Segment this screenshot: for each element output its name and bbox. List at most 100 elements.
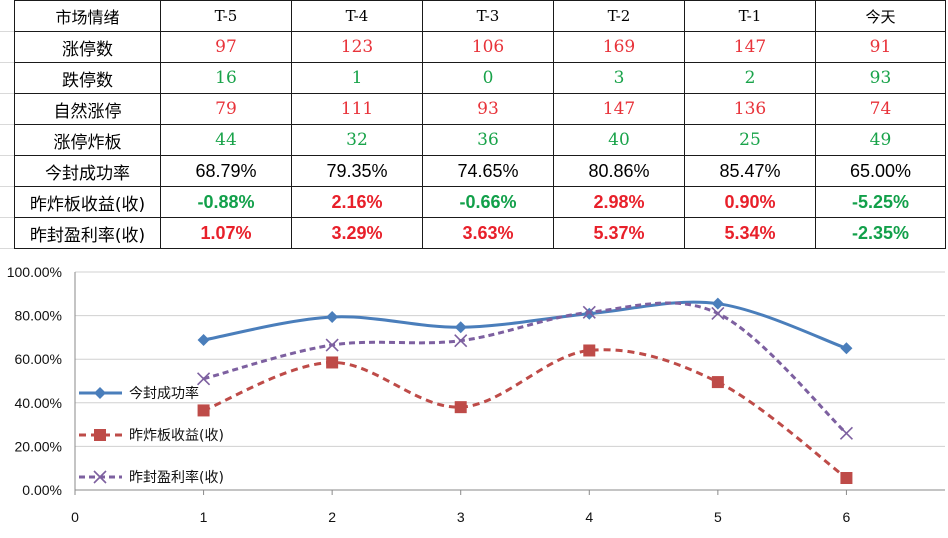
- table-cell: 36: [422, 124, 554, 156]
- legend-label-2: 昨炸板收益(收): [129, 428, 224, 444]
- data-point-series-2: [711, 376, 724, 389]
- row-label: 自然涨停: [14, 93, 161, 125]
- data-point-series-2: [454, 401, 467, 414]
- y-tick-label: 40.00%: [15, 395, 62, 411]
- table-cell: 123: [291, 31, 423, 63]
- table-cell: 97: [160, 31, 292, 63]
- line-chart-svg: 0.00% 20.00% 40.00% 60.00% 80.00% 100.00% 0 1 2 3…: [7, 264, 945, 525]
- legend-marker-3: [93, 470, 107, 484]
- data-point-series-3: [711, 306, 725, 320]
- y-tick-label: 60.00%: [15, 351, 62, 367]
- market-sentiment-table-area: 市场情绪 T-5 T-4 T-3 T-2 T-1 今天 涨停数 97 123 106 169 147 91…: [0, 0, 948, 250]
- table-cell: 0: [422, 62, 554, 94]
- table-row: 涨停炸板 44 32 36 40 25 49: [14, 124, 946, 156]
- market-sentiment-table: 市场情绪 T-5 T-4 T-3 T-2 T-1 今天 涨停数 97 123 106 169 147 91…: [14, 0, 946, 249]
- row-label: 涨停数: [14, 31, 161, 63]
- data-point-series-2: [197, 404, 210, 417]
- table-cell: 111: [291, 93, 423, 125]
- table-cell: 5.37%: [553, 217, 685, 249]
- data-point-series-2: [840, 472, 853, 485]
- table-cell: 79.35%: [291, 155, 423, 187]
- table-cell: 3.29%: [291, 217, 423, 249]
- table-cell: 93: [422, 93, 554, 125]
- table-cell: 49: [815, 124, 946, 156]
- sheet-gridline: [0, 93, 14, 94]
- table-cell: -5.25%: [815, 186, 946, 218]
- legend-marker-1: [94, 387, 106, 399]
- table-cell: 0.90%: [684, 186, 816, 218]
- x-tick-label: 4: [585, 509, 593, 525]
- data-point-series-3: [325, 338, 339, 352]
- table-cell: 65.00%: [815, 155, 946, 187]
- x-tick-label: 3: [457, 509, 465, 525]
- table-cell: 40: [553, 124, 685, 156]
- table-cell: 1.07%: [160, 217, 292, 249]
- data-point-series-1: [840, 342, 853, 355]
- row-label: 昨炸板收益(收): [14, 186, 161, 218]
- data-point-series-2: [326, 356, 339, 369]
- table-row: 自然涨停 79 111 93 147 136 74: [14, 93, 946, 125]
- column-header: T-2: [553, 0, 685, 32]
- table-cell: 1: [291, 62, 423, 94]
- table-cell: 2.98%: [553, 186, 685, 218]
- table-cell: 80.86%: [553, 155, 685, 187]
- table-header-row: 市场情绪 T-5 T-4 T-3 T-2 T-1 今天: [14, 0, 946, 32]
- series-line-3: [203, 301, 848, 435]
- data-point-series-3: [839, 426, 853, 440]
- table-cell: 44: [160, 124, 292, 156]
- column-header: T-1: [684, 0, 816, 32]
- table-cell: 3: [553, 62, 685, 94]
- table-row: 昨封盈利率(收) 1.07% 3.29% 3.63% 5.37% 5.34% -2.35%: [14, 217, 946, 249]
- y-tick-label: 20.00%: [15, 438, 62, 454]
- data-point-series-3: [454, 334, 468, 348]
- table-cell: 85.47%: [684, 155, 816, 187]
- x-tick-label: 2: [328, 509, 336, 525]
- column-header: T-5: [160, 0, 292, 32]
- x-tick-label: 5: [714, 509, 722, 525]
- table-cell: 169: [553, 31, 685, 63]
- sheet-gridline: [0, 62, 14, 63]
- data-point-series-1: [454, 321, 467, 334]
- table-cell: 93: [815, 62, 946, 94]
- data-point-series-3: [582, 305, 596, 319]
- table-cell: 136: [684, 93, 816, 125]
- table-cell: 68.79%: [160, 155, 292, 187]
- sheet-gridline: [0, 186, 14, 187]
- table-cell: 147: [684, 31, 816, 63]
- table-cell: 16: [160, 62, 292, 94]
- line-chart: 0.00% 20.00% 40.00% 60.00% 80.00% 100.00% 0 1 2 3…: [0, 256, 948, 538]
- y-tick-label: 80.00%: [15, 308, 62, 324]
- table-cell: 74: [815, 93, 946, 125]
- series-line-2: [203, 348, 848, 480]
- row-label: 昨封盈利率(收): [14, 217, 161, 249]
- data-point-series-1: [326, 311, 339, 324]
- y-tick-label: 100.00%: [7, 264, 62, 280]
- column-header: 今天: [815, 0, 946, 32]
- data-point-series-3: [197, 372, 211, 386]
- sheet-gridline: [0, 155, 14, 156]
- row-label: 今封成功率: [14, 155, 161, 187]
- x-tick-label: 0: [71, 509, 79, 525]
- table-row: 今封成功率 68.79% 79.35% 74.65% 80.86% 85.47% 65.00…: [14, 155, 946, 187]
- table-cell: 91: [815, 31, 946, 63]
- legend-label-3: 昨封盈利率(收): [129, 469, 224, 486]
- column-header: T-3: [422, 0, 554, 32]
- sheet-gridline: [0, 31, 14, 32]
- table-cell: 74.65%: [422, 155, 554, 187]
- table-row: 涨停数 97 123 106 169 147 91: [14, 31, 946, 63]
- x-tick-label: 1: [200, 509, 208, 525]
- column-header: T-4: [291, 0, 423, 32]
- table-row: 昨炸板收益(收) -0.88% 2.16% -0.66% 2.98% 0.90% -5.25…: [14, 186, 946, 218]
- row-label: 跌停数: [14, 62, 161, 94]
- table-cell: 2: [684, 62, 816, 94]
- table-cell: 3.63%: [422, 217, 554, 249]
- table-cell: 25: [684, 124, 816, 156]
- series-line-1: [203, 300, 847, 350]
- sheet-gridline: [0, 248, 14, 249]
- legend-marker-2: [94, 429, 106, 441]
- table-corner-header: 市场情绪: [14, 0, 161, 32]
- legend-label-1: 今封成功率: [129, 385, 199, 402]
- table-cell: 2.16%: [291, 186, 423, 218]
- table-cell: -0.66%: [422, 186, 554, 218]
- table-cell: 79: [160, 93, 292, 125]
